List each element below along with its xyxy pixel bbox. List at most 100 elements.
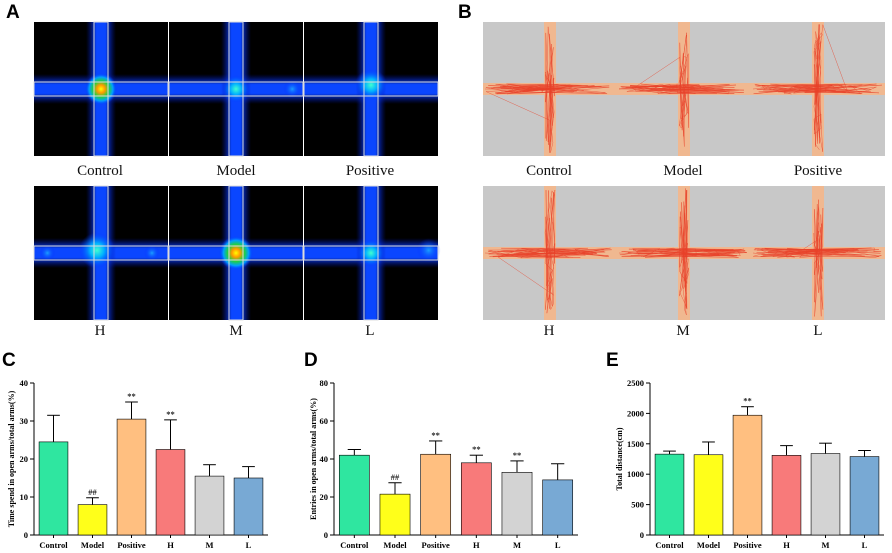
heatmap-hotspot: [78, 232, 115, 269]
bar: [155, 449, 186, 536]
panel-label-e: E: [606, 350, 619, 371]
y-axis-label: Time spend in open arms/total arms(%): [7, 390, 16, 527]
caption-a-positive: Positive: [346, 163, 395, 179]
caption-a-m: M: [229, 323, 242, 339]
bar-chart-time-open-arms: 0 10 20 30 40 Time spend in open arms/total a…: [7, 378, 268, 550]
caption-b-m: M: [676, 323, 689, 339]
x-tick-label: L: [555, 540, 561, 550]
bar: [654, 453, 685, 536]
y-tick-label: 20: [320, 492, 329, 502]
caption-b-h: H: [544, 323, 555, 339]
x-tick-label: Model: [697, 540, 721, 550]
x-tick-label: H: [473, 540, 480, 550]
heatmap-secondary-hotspot: [143, 245, 160, 261]
significance-mark: **: [127, 391, 136, 401]
x-tick-label: L: [862, 540, 868, 550]
heatmap-grid: [33, 21, 441, 321]
track-path: [618, 188, 748, 316]
bar: [810, 453, 841, 536]
bar: [501, 471, 533, 536]
bar: [693, 454, 724, 536]
open-arm-outline: [363, 21, 379, 157]
x-tick-label: Positive: [422, 540, 451, 550]
y-tick-label: 1000: [627, 469, 644, 479]
track-path: [752, 199, 882, 317]
heatmap-secondary-hotspot: [283, 80, 302, 98]
y-tick-label: 30: [20, 416, 29, 426]
panel-label-b: B: [458, 2, 472, 23]
heatmap-cell: [33, 185, 169, 321]
bar: [379, 493, 411, 536]
y-tick-label: 0: [640, 530, 644, 540]
x-tick-label: Control: [39, 540, 68, 550]
bar: [732, 414, 763, 536]
x-tick-label: Control: [340, 540, 369, 550]
bar: [116, 418, 147, 536]
y-tick-label: 40: [20, 378, 29, 388]
significance-mark: **: [472, 444, 481, 454]
significance-mark: **: [166, 409, 175, 419]
closed-arm-outline: [303, 81, 439, 97]
track-path: [752, 24, 882, 152]
track-cell: [483, 22, 617, 156]
x-tick-label: L: [246, 540, 252, 550]
x-tick-label: H: [783, 540, 790, 550]
panel-label-c: C: [2, 350, 16, 371]
heatmap-hotspot: [357, 239, 385, 267]
track-grid: [483, 22, 885, 320]
track-cell: [483, 186, 617, 320]
caption-b-model: Model: [663, 163, 702, 179]
x-tick-label: Control: [655, 540, 684, 550]
track-cell: [617, 22, 751, 156]
bar: [420, 453, 452, 536]
y-axis-label: Total distance(cm): [615, 427, 624, 490]
bar-chart-total-distance: 0 500 1000 1500 2000 2500 Total distance(cm) Co…: [615, 378, 884, 550]
track-cell: [751, 22, 885, 156]
caption-b-positive: Positive: [794, 163, 843, 179]
y-tick-label: 0: [24, 530, 28, 540]
y-tick-label: 1500: [627, 439, 644, 449]
y-tick-label: 2000: [627, 408, 644, 418]
caption-b-control: Control: [526, 163, 572, 179]
panel-label-d: D: [304, 350, 318, 371]
x-tick-label: M: [513, 540, 521, 550]
bar: [542, 479, 574, 536]
y-tick-label: 0: [324, 530, 328, 540]
y-tick-label: 2500: [627, 378, 644, 388]
caption-b-l: L: [813, 323, 822, 339]
x-tick-label: M: [205, 540, 213, 550]
closed-arm-outline: [33, 245, 169, 261]
panel-label-a: A: [6, 2, 20, 23]
closed-arm-outline: [33, 81, 169, 97]
heatmap-cell: [303, 185, 441, 321]
bar-chart-entries-open-arms: 0 20 40 60 80 Entries in open arms/total arms…: [309, 378, 578, 550]
bar: [338, 454, 370, 536]
y-tick-label: 60: [320, 416, 329, 426]
significance-mark: **: [513, 450, 522, 460]
heatmap-hotspot: [355, 68, 387, 101]
y-tick-label: 10: [20, 492, 29, 502]
x-tick-label: M: [821, 540, 829, 550]
open-arm-outline: [228, 185, 244, 321]
heatmap-secondary-hotspot: [416, 238, 441, 263]
heatmap-hotspot: [85, 73, 117, 105]
closed-arm-outline: [168, 81, 304, 97]
y-tick-label: 80: [320, 378, 329, 388]
bar: [77, 504, 108, 536]
open-arm-outline: [363, 185, 379, 321]
bar: [194, 475, 225, 536]
heatmap-cell: [168, 185, 304, 321]
open-arm-outline: [228, 21, 244, 157]
y-tick-label: 40: [320, 454, 329, 464]
heatmap-hotspot: [219, 236, 253, 270]
heatmap-cell: [33, 21, 169, 157]
bar: [771, 455, 802, 536]
significance-mark: **: [431, 430, 440, 440]
track-cell: [751, 186, 885, 320]
open-arm-outline: [93, 21, 109, 157]
caption-a-h: H: [95, 323, 106, 339]
track-path: [484, 189, 612, 314]
significance-mark: ##: [88, 487, 97, 497]
bar: [38, 441, 69, 536]
